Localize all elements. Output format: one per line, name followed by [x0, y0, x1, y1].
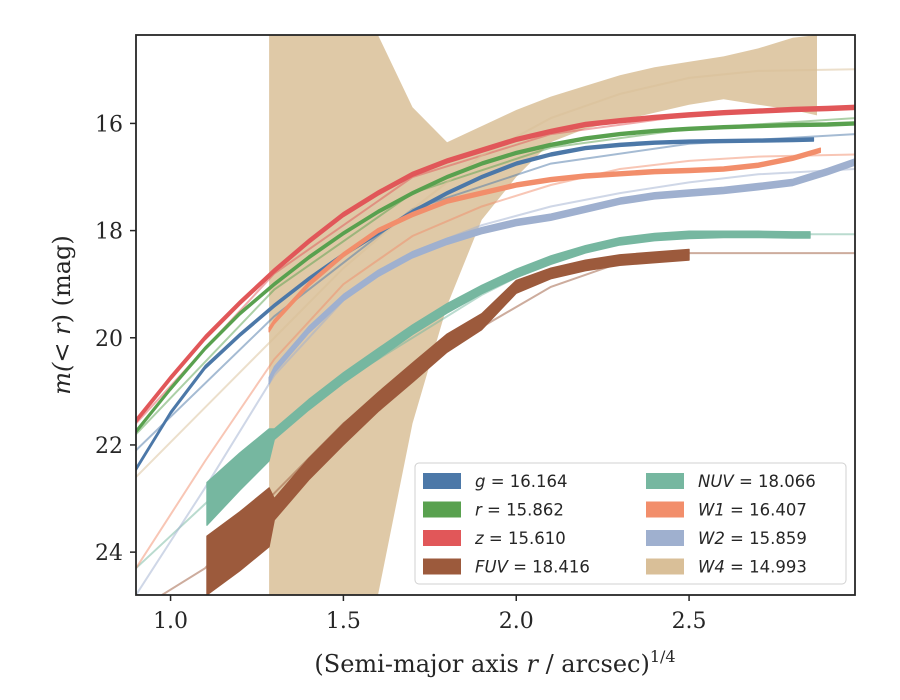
legend-label-z: z = 15.610 — [474, 529, 566, 548]
legend-swatch-z — [423, 530, 461, 546]
legend-label-band: FUV — [475, 558, 510, 577]
legend-label-g: g = 16.164 — [475, 472, 568, 491]
legend-label-value: = 15.862 — [482, 501, 564, 520]
legend-entry-nuv: NUV = 18.066 — [646, 472, 816, 491]
legend-entry-r: r = 15.862 — [423, 501, 564, 520]
y-tick-label: 22 — [95, 434, 123, 459]
legend-label-band: W1 — [698, 501, 725, 520]
x-tick-label: 1.0 — [153, 609, 188, 634]
legend-frame — [414, 462, 847, 585]
legend-label-value: = 16.407 — [725, 501, 807, 520]
legend-swatch-r — [423, 501, 461, 518]
series-profile-w1 — [268, 147, 821, 333]
y-tick-label: 20 — [95, 327, 123, 352]
legend-swatch-w2 — [646, 530, 684, 546]
legend-label-value: = 18.416 — [508, 558, 590, 577]
legend-label-r: r = 15.862 — [475, 501, 564, 520]
legend-label-band: r — [475, 501, 483, 520]
legend-label-band: W4 — [698, 558, 725, 577]
x-axis-label: (Semi-major axis r / arcsec)1/4 — [314, 647, 675, 678]
series-profile-nuv — [206, 230, 811, 526]
legend-label-w1: W1 = 16.407 — [698, 501, 807, 520]
series-band-w4 — [269, 35, 818, 595]
x-tick-label: 1.5 — [326, 609, 361, 634]
legend-entry-z: z = 15.610 — [423, 529, 566, 548]
legend-label-value: = 14.993 — [725, 558, 807, 577]
series-profile-z — [136, 104, 855, 424]
legend-label-value: = 15.610 — [484, 529, 566, 548]
y-tick-label: 16 — [95, 112, 123, 137]
legend-swatch-w4 — [646, 558, 684, 575]
legend-swatch-w1 — [646, 501, 684, 518]
legend-label-value: = 15.859 — [725, 529, 807, 548]
series-profile-r — [136, 121, 855, 434]
legend-swatch-fuv — [423, 558, 461, 575]
legend-entry-w2: W2 = 15.859 — [646, 529, 807, 548]
y-tick-label: 24 — [95, 541, 123, 566]
y-axis-label-pre: m(< — [48, 335, 76, 395]
legend-entry-w1: W1 = 16.407 — [646, 501, 807, 520]
x-axis-label-exponent: 1/4 — [650, 647, 676, 666]
series-model-line-w2 — [136, 168, 855, 595]
x-axis-ticks: 1.0 1.5 2.0 2.5 — [153, 595, 707, 634]
x-tick-label: 2.5 — [672, 609, 707, 634]
w4-band-layer — [269, 35, 818, 595]
x-tick-label: 2.0 — [499, 609, 534, 634]
legend-entry-g: g = 16.164 — [423, 472, 568, 491]
y-axis-label-post: ) (mag) — [48, 235, 76, 323]
x-axis-label-var: r — [526, 650, 539, 678]
legend-label-band: g — [475, 472, 485, 491]
series-model-line-w1 — [136, 153, 855, 569]
legend-label-value: = 18.066 — [734, 472, 816, 491]
series-profile-w2 — [268, 158, 855, 385]
legend-entry-fuv: FUV = 18.416 — [423, 558, 590, 577]
profile-bands-layer — [136, 104, 855, 595]
y-tick-label: 18 — [95, 220, 123, 245]
legend-label-fuv: FUV = 18.416 — [475, 558, 590, 577]
legend-entry-w4: W4 = 14.993 — [646, 558, 807, 577]
legend-label-w2: W2 = 15.859 — [698, 529, 807, 548]
series-model-line-w4 — [136, 68, 855, 478]
x-axis-label-rest: / arcsec) — [538, 650, 650, 678]
plot-frame — [135, 34, 856, 596]
legend-label-band: NUV — [698, 472, 735, 491]
y-axis-ticks: 16 18 20 22 24 — [95, 112, 136, 566]
legend-label-w4: W4 = 14.993 — [698, 558, 807, 577]
legend-label-nuv: NUV = 18.066 — [698, 472, 816, 491]
y-axis-label-var: r — [48, 322, 76, 335]
legend-label-band: W2 — [698, 529, 725, 548]
series-profile-fuv — [206, 248, 690, 595]
y-axis-label: m(< r) (mag) — [48, 235, 76, 395]
legend-swatch-nuv — [646, 473, 684, 489]
legend-label-band: z — [474, 529, 484, 548]
x-axis-label-main: (Semi-major axis — [314, 650, 526, 678]
legend-label-value: = 16.164 — [485, 472, 567, 491]
legend-swatch-g — [423, 473, 461, 489]
